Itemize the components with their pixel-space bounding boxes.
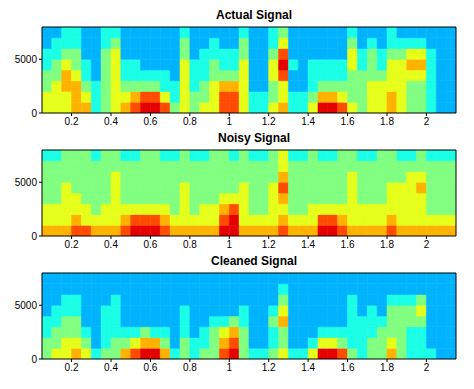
svg-text:0.6: 0.6	[143, 239, 157, 250]
svg-text:5000: 5000	[15, 177, 38, 188]
svg-text:2: 2	[424, 116, 430, 127]
html-text:Cleaned Signal: Cleaned Signal	[211, 254, 297, 268]
svg-text:5000: 5000	[15, 300, 38, 311]
svg-text:0: 0	[31, 354, 37, 365]
svg-text:0.2: 0.2	[65, 239, 79, 250]
html-text:Noisy Signal: Noisy Signal	[218, 131, 290, 145]
svg-text:0.8: 0.8	[183, 116, 197, 127]
svg-text:0.8: 0.8	[183, 239, 197, 250]
svg-text:1.4: 1.4	[301, 116, 315, 127]
svg-text:1.2: 1.2	[262, 239, 276, 250]
svg-text:0: 0	[31, 108, 37, 119]
svg-text:2: 2	[424, 362, 430, 373]
svg-text:0.8: 0.8	[183, 362, 197, 373]
svg-text:1.2: 1.2	[262, 116, 276, 127]
svg-text:1.4: 1.4	[301, 362, 315, 373]
svg-text:0.2: 0.2	[65, 362, 79, 373]
svg-text:0: 0	[31, 231, 37, 242]
svg-text:0.4: 0.4	[104, 116, 118, 127]
svg-text:1.6: 1.6	[341, 362, 355, 373]
svg-text:1.2: 1.2	[262, 362, 276, 373]
svg-text:1.4: 1.4	[301, 239, 315, 250]
svg-text:1: 1	[227, 239, 233, 250]
svg-text:1.6: 1.6	[341, 239, 355, 250]
svg-text:0.4: 0.4	[104, 239, 118, 250]
svg-text:0.6: 0.6	[143, 362, 157, 373]
svg-text:1.8: 1.8	[380, 239, 394, 250]
svg-text:1.8: 1.8	[380, 362, 394, 373]
svg-text:0.4: 0.4	[104, 362, 118, 373]
svg-text:5000: 5000	[15, 54, 38, 65]
html-text:Actual Signal: Actual Signal	[216, 8, 292, 22]
svg-text:1: 1	[227, 116, 233, 127]
svg-text:0.6: 0.6	[143, 116, 157, 127]
svg-text:1.6: 1.6	[341, 116, 355, 127]
svg-text:2: 2	[424, 239, 430, 250]
svg-text:1.8: 1.8	[380, 116, 394, 127]
svg-text:0.2: 0.2	[65, 116, 79, 127]
svg-text:1: 1	[227, 362, 233, 373]
